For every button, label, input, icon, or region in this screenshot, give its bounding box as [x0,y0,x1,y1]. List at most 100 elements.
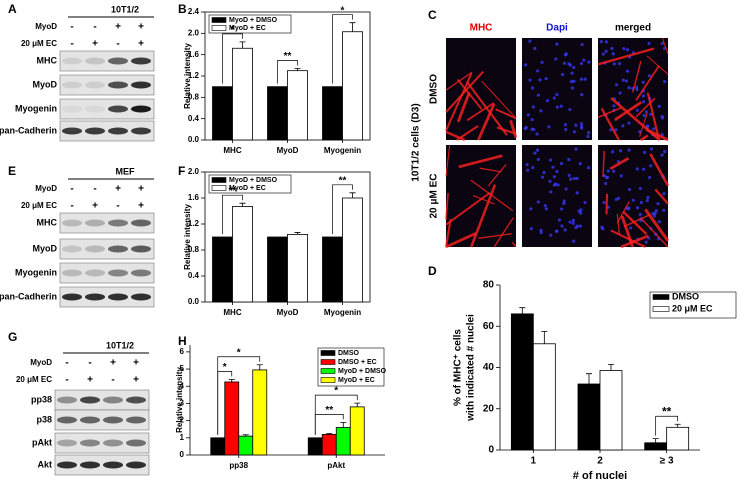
image-side-label: 10T1/2 cells (D3) [411,103,422,181]
nucleus [614,197,618,201]
nucleus [575,176,579,181]
panel-letter: B [178,2,187,16]
nucleus [654,209,658,213]
band-label: Myogenin [15,103,57,113]
y-tick-label: 40 [483,362,495,373]
nucleus [635,206,640,210]
nucleus [567,173,571,177]
significance-bracket [314,394,358,435]
band-label: Akt [37,459,52,469]
legend-label: DMSO [338,350,360,357]
nucleus [638,186,642,191]
panel-letter: C [428,8,437,22]
bar [232,206,253,303]
condition-sign: + [138,201,144,212]
legend-swatch [320,359,336,365]
nucleus [533,151,537,155]
nucleus [663,79,667,84]
nucleus [539,109,543,113]
image-row-label: DMSO [429,74,440,104]
nucleus [604,40,609,44]
nucleus [604,49,608,53]
nucleus [621,78,625,82]
micrograph [598,145,668,247]
nucleus [535,148,540,152]
image-column-label: MHC [470,23,493,34]
x-tick-label: pAkt [327,461,345,470]
y-tick-label: 1.2 [188,71,200,80]
error-bar [354,402,361,407]
myotube [444,218,452,248]
x-axis-label: # of nuclei [573,470,627,482]
blot-band [62,293,82,301]
nucleus [575,191,579,195]
nucleus [644,240,648,244]
nucleus [583,200,587,205]
blot-band [108,269,128,277]
nucleus [552,175,556,179]
nucleus [619,149,623,153]
condition-sign: + [92,201,98,212]
blot-band [57,439,77,447]
blot-band [108,219,128,227]
blot-band [62,245,82,253]
y-axis-label: Relative intensity [175,367,184,433]
myotube [602,150,605,177]
band-label: pan-Cadherin [0,125,57,135]
nucleus [551,165,555,169]
nucleus [572,65,576,70]
blot-band [108,105,128,113]
panel-letter: F [178,164,185,178]
nucleus [528,39,532,43]
nucleus [638,212,642,217]
condition-sign: + [138,184,144,195]
myotube [458,154,503,169]
legend-swatch [320,377,336,383]
nucleus [567,62,571,66]
blot-band [80,396,100,404]
y-tick-label: 1.6 [188,193,200,202]
nucleus [645,198,649,203]
nucleus [644,110,648,114]
micrograph [446,38,516,140]
condition-sign: + [115,22,121,33]
nucleus [641,94,645,98]
legend-swatch [211,177,227,183]
nucleus [625,48,630,52]
blot-band [103,396,123,404]
nucleus [549,233,553,237]
legend-box [208,14,292,34]
nucleus [563,123,568,127]
bar [532,343,556,451]
nucleus [627,187,632,192]
nucleus [663,149,667,154]
myotube [623,213,651,228]
nucleus [562,61,567,65]
blot-strip [59,74,155,96]
nucleus [657,220,661,224]
myotube [645,128,669,142]
x-tick-label: Myogenin [324,308,361,317]
nucleus [574,123,578,127]
condition-sign: - [65,375,68,386]
blot-strip [54,432,150,454]
nucleus [657,104,661,108]
bar [224,381,240,456]
band-label: pan-Cadherin [0,291,57,301]
nucleus [526,113,530,117]
nucleus [648,175,652,180]
blot-band [103,439,123,447]
nucleus [525,162,529,167]
nucleus [530,127,534,131]
myotube [472,194,495,205]
condition-sign: + [138,22,144,33]
nucleus [568,107,572,112]
legend-box [208,174,292,194]
image-column-label: merged [615,23,651,34]
myotube [646,92,661,141]
legend-box [649,291,737,319]
myotube [609,157,630,171]
nucleus [543,204,547,208]
nucleus [572,176,576,181]
